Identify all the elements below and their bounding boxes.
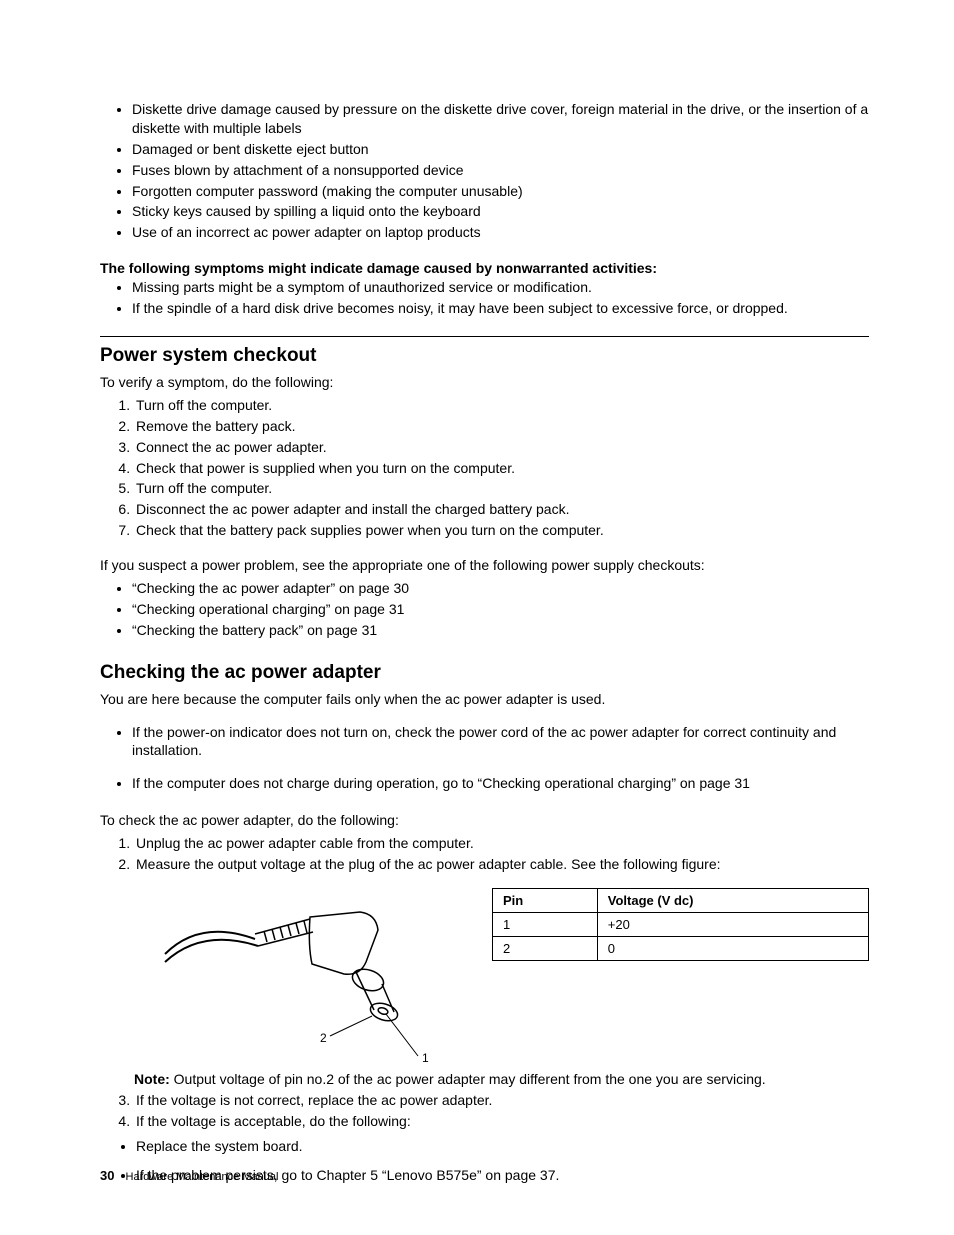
list-item: Check that power is supplied when you tu… bbox=[134, 459, 869, 478]
cell-pin: 2 bbox=[493, 936, 598, 960]
adapter-conditions: If the power-on indicator does not turn … bbox=[100, 723, 869, 794]
list-item: Check that the battery pack supplies pow… bbox=[134, 521, 869, 540]
list-item: Sticky keys caused by spilling a liquid … bbox=[132, 202, 869, 221]
list-item: If the computer does not charge during o… bbox=[132, 774, 869, 793]
cell-voltage: 0 bbox=[597, 936, 868, 960]
adapter-plug-figure: 1 2 bbox=[160, 884, 460, 1064]
note-label: Note: bbox=[134, 1071, 170, 1087]
list-item: Missing parts might be a symptom of unau… bbox=[132, 278, 869, 297]
power-steps: Turn off the computer. Remove the batter… bbox=[100, 396, 869, 540]
suspect-list: “Checking the ac power adapter” on page … bbox=[100, 579, 869, 640]
symptoms-list: Missing parts might be a symptom of unau… bbox=[100, 278, 869, 318]
table-row: 1 +20 bbox=[493, 912, 869, 936]
list-item: Connect the ac power adapter. bbox=[134, 438, 869, 457]
voltage-table: Pin Voltage (V dc) 1 +20 2 0 bbox=[492, 888, 869, 961]
list-item: Diskette drive damage caused by pressure… bbox=[132, 100, 869, 138]
section-divider bbox=[100, 336, 869, 337]
col-pin: Pin bbox=[493, 888, 598, 912]
note-line: Note: Output voltage of pin no.2 of the … bbox=[100, 1070, 869, 1089]
page-number: 30 bbox=[100, 1168, 114, 1183]
list-item: If the voltage is not correct, replace t… bbox=[134, 1091, 869, 1110]
list-item: Turn off the computer. bbox=[134, 396, 869, 415]
document-page: Diskette drive damage caused by pressure… bbox=[0, 0, 954, 1235]
intro-bullet-list: Diskette drive damage caused by pressure… bbox=[100, 100, 869, 242]
col-voltage: Voltage (V dc) bbox=[597, 888, 868, 912]
page-footer: 30 Hardware Maintenance Manual bbox=[100, 1168, 278, 1183]
list-item: Disconnect the ac power adapter and inst… bbox=[134, 500, 869, 519]
list-item: Forgotten computer password (making the … bbox=[132, 182, 869, 201]
list-item: Measure the output voltage at the plug o… bbox=[134, 855, 869, 874]
list-item: Unplug the ac power adapter cable from t… bbox=[134, 834, 869, 853]
list-item: If the power-on indicator does not turn … bbox=[132, 723, 869, 761]
note-text: Output voltage of pin no.2 of the ac pow… bbox=[170, 1071, 766, 1087]
table-header-row: Pin Voltage (V dc) bbox=[493, 888, 869, 912]
list-item: “Checking operational charging” on page … bbox=[132, 600, 869, 619]
check-steps-a: Unplug the ac power adapter cable from t… bbox=[100, 834, 869, 874]
suspect-text: If you suspect a power problem, see the … bbox=[100, 556, 869, 575]
symptoms-heading: The following symptoms might indicate da… bbox=[100, 260, 869, 276]
pin1-label: 1 bbox=[422, 1051, 429, 1064]
list-item: Remove the battery pack. bbox=[134, 417, 869, 436]
list-item: If the voltage is acceptable, do the fol… bbox=[134, 1112, 869, 1131]
cell-voltage: +20 bbox=[597, 912, 868, 936]
check-steps-b: If the voltage is not correct, replace t… bbox=[100, 1091, 869, 1131]
pin2-label: 2 bbox=[320, 1031, 327, 1045]
table-row: 2 0 bbox=[493, 936, 869, 960]
figure-table-row: 1 2 Pin Voltage (V dc) 1 +20 2 0 bbox=[100, 884, 869, 1064]
list-item: Turn off the computer. bbox=[134, 479, 869, 498]
list-item: “Checking the battery pack” on page 31 bbox=[132, 621, 869, 640]
adapter-intro: You are here because the computer fails … bbox=[100, 690, 869, 709]
list-item: Replace the system board. bbox=[136, 1137, 869, 1156]
power-intro: To verify a symptom, do the following: bbox=[100, 373, 869, 392]
list-item: Damaged or bent diskette eject button bbox=[132, 140, 869, 159]
list-item: “Checking the ac power adapter” on page … bbox=[132, 579, 869, 598]
check-intro: To check the ac power adapter, do the fo… bbox=[100, 811, 869, 830]
power-system-heading: Power system checkout bbox=[100, 345, 869, 367]
footer-title: Hardware Maintenance Manual bbox=[126, 1171, 279, 1183]
list-item: If the spindle of a hard disk drive beco… bbox=[132, 299, 869, 318]
adapter-heading: Checking the ac power adapter bbox=[100, 662, 869, 684]
cell-pin: 1 bbox=[493, 912, 598, 936]
list-item: Use of an incorrect ac power adapter on … bbox=[132, 223, 869, 242]
list-item: Fuses blown by attachment of a nonsuppor… bbox=[132, 161, 869, 180]
